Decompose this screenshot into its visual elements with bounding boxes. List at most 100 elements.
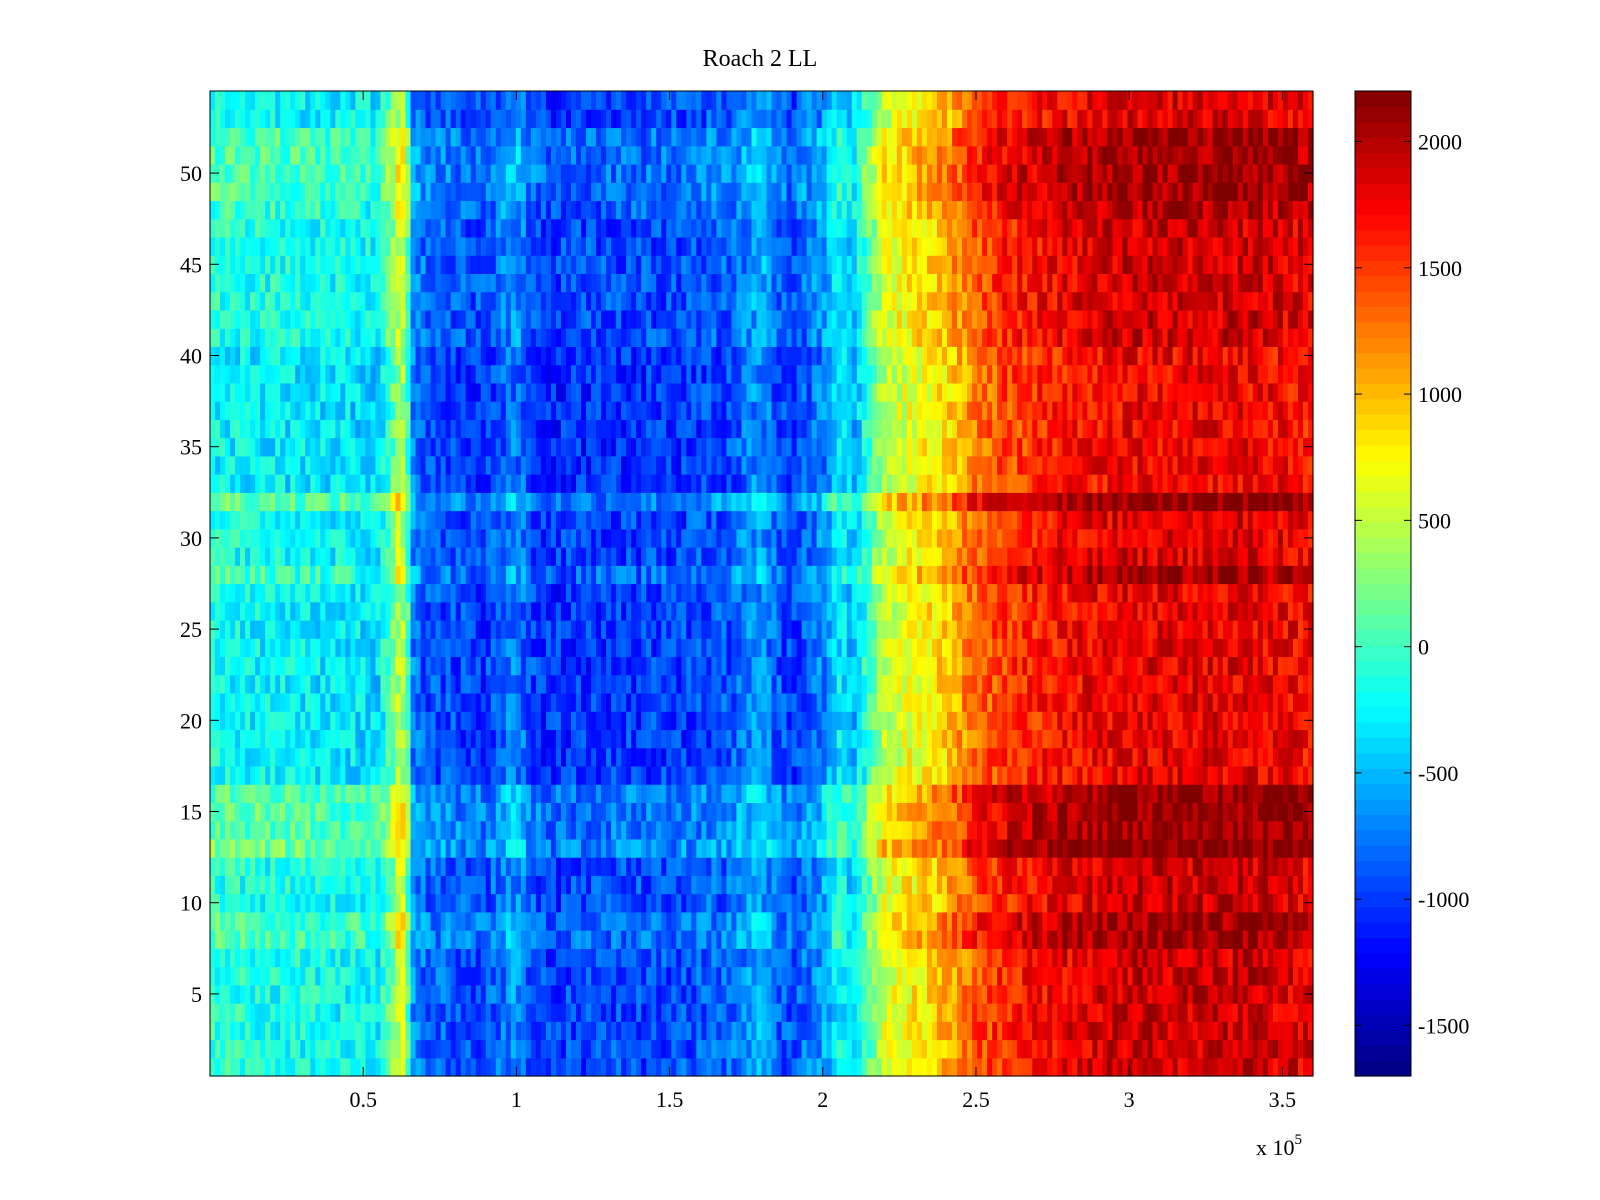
heatmap-cell (736, 984, 743, 1004)
heatmap-cell (1207, 692, 1214, 712)
heatmap-cell (1007, 692, 1013, 712)
heatmap-cell (370, 729, 377, 749)
heatmap-cell (1242, 838, 1249, 858)
heatmap-cell (601, 674, 607, 694)
heatmap-cell (816, 765, 823, 785)
heatmap-cell (957, 674, 963, 694)
heatmap-cell (1022, 893, 1028, 913)
heatmap-cell (661, 711, 667, 731)
heatmap-cell (220, 802, 226, 822)
heatmap-cell (370, 692, 377, 712)
heatmap-cell (741, 765, 748, 785)
heatmap-cell (1082, 802, 1088, 822)
heatmap-cell (1297, 893, 1304, 913)
heatmap-cell (1017, 857, 1023, 876)
heatmap-cell (876, 747, 883, 767)
heatmap-cell (285, 857, 291, 876)
heatmap-cell (591, 984, 597, 1004)
heatmap-cell (450, 893, 457, 913)
heatmap-cell (856, 1057, 863, 1077)
heatmap-cell (1102, 984, 1109, 1004)
heatmap-cell (1307, 747, 1314, 767)
heatmap-cell (530, 930, 537, 949)
heatmap-cell (1192, 711, 1199, 731)
heatmap-cell (977, 930, 983, 949)
heatmap-cell (220, 729, 226, 749)
heatmap-cell (1237, 1021, 1244, 1041)
heatmap-cell (911, 948, 918, 968)
heatmap-cell (1212, 838, 1219, 858)
heatmap-cell (305, 911, 311, 931)
heatmap-cell (490, 857, 497, 876)
heatmap-cell (1192, 692, 1199, 712)
heatmap-cell (1172, 966, 1179, 986)
heatmap-cell (1187, 820, 1194, 840)
heatmap-cell (525, 838, 532, 858)
heatmap-cell (1132, 802, 1139, 822)
heatmap-cell (1217, 820, 1224, 840)
heatmap-cell (596, 747, 602, 767)
heatmap-cell (1047, 765, 1053, 785)
heatmap-cell (530, 984, 537, 1004)
heatmap-cell (1192, 729, 1199, 749)
heatmap-cell (225, 656, 231, 676)
heatmap-cell (1222, 711, 1229, 731)
heatmap-cell (952, 747, 958, 767)
heatmap-cell (330, 747, 336, 767)
heatmap-cell (596, 857, 602, 876)
heatmap-cell (781, 820, 788, 840)
heatmap-cell (1272, 784, 1279, 803)
heatmap-cell (1127, 1021, 1134, 1041)
heatmap-cell (320, 838, 326, 858)
heatmap-cell (405, 802, 412, 822)
heatmap-cell (711, 875, 717, 895)
heatmap-cell (475, 674, 482, 694)
heatmap-cell (435, 911, 442, 931)
heatmap-cell (310, 820, 316, 840)
heatmap-cell (420, 930, 427, 949)
heatmap-cell (856, 711, 863, 731)
heatmap-cell (1307, 966, 1314, 986)
heatmap-cell (636, 747, 642, 767)
heatmap-cell (1012, 875, 1018, 895)
heatmap-cell (225, 1039, 231, 1059)
heatmap-cell (350, 911, 356, 931)
heatmap-cell (1022, 784, 1028, 803)
heatmap-cell (230, 656, 236, 676)
heatmap-cell (606, 1003, 612, 1022)
heatmap-cell (631, 820, 637, 840)
heatmap-cell (305, 893, 311, 913)
heatmap-cell (641, 1039, 647, 1059)
heatmap-cell (581, 984, 587, 1004)
heatmap-cell (470, 656, 477, 676)
heatmap-cell (911, 838, 918, 858)
heatmap-cell (265, 692, 271, 712)
heatmap-cell (1012, 911, 1018, 931)
heatmap-cell (295, 893, 301, 913)
heatmap-cell (691, 966, 697, 986)
heatmap-cell (676, 656, 682, 676)
heatmap-cell (661, 838, 667, 858)
heatmap-cell (731, 1021, 738, 1041)
heatmap-cell (876, 1039, 883, 1059)
heatmap-cell (977, 692, 983, 712)
heatmap-cell (1072, 984, 1078, 1004)
heatmap-cell (355, 857, 362, 876)
heatmap-cell (952, 984, 958, 1004)
heatmap-cell (390, 1003, 397, 1022)
heatmap-cell (721, 911, 727, 931)
heatmap-cell (250, 729, 256, 749)
heatmap-cell (661, 674, 667, 694)
heatmap-cell (260, 875, 266, 895)
heatmap-cell (1092, 1057, 1099, 1077)
heatmap-cell (410, 875, 417, 895)
heatmap-cell (355, 729, 362, 749)
heatmap-cell (606, 857, 612, 876)
heatmap-cell (1182, 692, 1189, 712)
heatmap-cell (550, 692, 557, 712)
heatmap-cell (711, 893, 717, 913)
heatmap-cell (1277, 1021, 1284, 1041)
heatmap-cell (1287, 1057, 1294, 1077)
heatmap-cell (896, 711, 903, 731)
heatmap-cell (1252, 857, 1259, 876)
